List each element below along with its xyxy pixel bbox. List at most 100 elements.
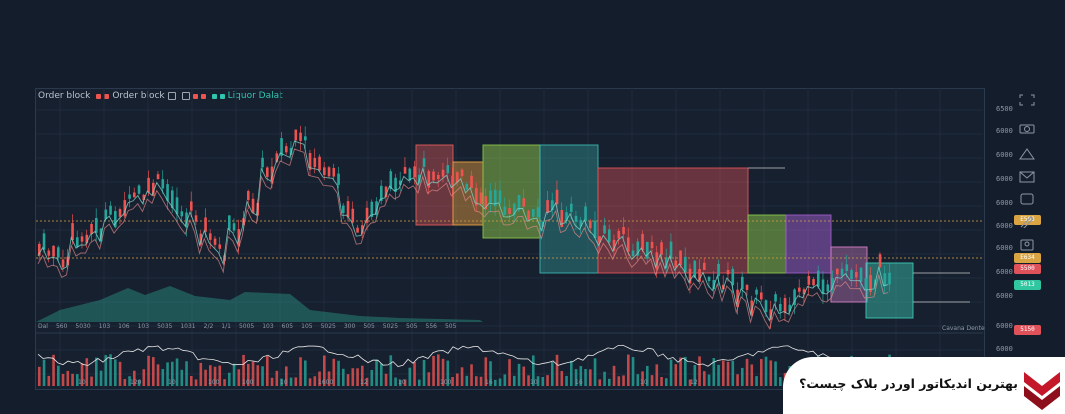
candle <box>665 257 668 269</box>
candle <box>361 225 364 234</box>
volume-bar <box>218 365 222 386</box>
time-label: 5030 <box>75 323 91 330</box>
time-label: 103 <box>137 323 150 330</box>
candle <box>171 190 174 208</box>
candle <box>812 279 815 286</box>
volume-bar <box>294 377 298 386</box>
candle <box>783 298 787 313</box>
volume-bar <box>693 364 697 386</box>
candle <box>156 174 160 180</box>
volume-bar <box>104 355 108 386</box>
bear-color-icon-3 <box>192 93 198 99</box>
candle <box>251 198 255 213</box>
candle <box>441 169 445 177</box>
order-block-zone <box>539 144 599 274</box>
volume-bar <box>256 365 260 386</box>
camera-icon[interactable] <box>1018 121 1036 135</box>
candle <box>494 189 497 207</box>
message-icon[interactable] <box>1018 170 1036 184</box>
candle <box>85 234 89 244</box>
candle <box>527 210 530 220</box>
volume-bar <box>123 379 127 386</box>
bear-color-icon-4 <box>200 93 206 99</box>
volume-bar <box>57 365 60 386</box>
candle <box>817 270 820 287</box>
volume-bar <box>503 374 507 386</box>
settings-icon[interactable] <box>167 92 176 100</box>
draw-icon[interactable] <box>1018 215 1036 229</box>
bottom-time-label: 10 <box>78 379 86 386</box>
candle <box>750 300 754 316</box>
candle <box>593 220 597 238</box>
time-label: 605 <box>281 323 294 330</box>
user-icon[interactable] <box>1018 238 1036 252</box>
volume-bar <box>242 354 245 386</box>
candle <box>788 304 792 312</box>
candle <box>190 201 193 211</box>
candle <box>380 185 383 201</box>
candle <box>498 190 502 204</box>
candle <box>261 157 264 168</box>
volume-bar <box>684 356 687 386</box>
volume-bar <box>446 360 450 386</box>
candle <box>745 284 749 290</box>
expand-icon[interactable] <box>1018 93 1036 107</box>
alert-icon[interactable] <box>1018 147 1036 161</box>
volume-bar <box>665 378 668 386</box>
indicator-tag-1[interactable]: Order block <box>96 91 176 101</box>
volume-bar <box>603 371 606 386</box>
price-axis-label: 6000 <box>996 345 1013 353</box>
volume-bar <box>133 370 136 386</box>
candle <box>584 206 587 222</box>
bottom-time-label: 16 <box>575 379 583 386</box>
price-axis-label: 6000 <box>996 199 1013 207</box>
volume-bar <box>560 371 564 386</box>
candle <box>779 303 782 312</box>
volume-bar <box>731 360 735 386</box>
volume-bar <box>779 377 782 386</box>
candle <box>722 284 725 290</box>
order-block-zone <box>482 144 541 239</box>
candle <box>840 268 844 276</box>
article-banner[interactable] <box>783 357 1065 414</box>
chart-header: Order block Order block Liquor Dalat <box>38 89 283 103</box>
volume-bar <box>185 361 188 386</box>
volume-bar <box>365 377 369 386</box>
note-icon[interactable] <box>1018 192 1036 206</box>
volume-bar <box>551 361 554 386</box>
indicator-tag-3[interactable]: Liquor Dalat <box>211 91 283 101</box>
candle <box>104 209 108 220</box>
volume-bar <box>394 377 397 386</box>
volume-bar <box>380 363 383 386</box>
indicator-tag-2[interactable] <box>181 92 206 100</box>
volume-bar <box>764 356 768 386</box>
candle <box>232 223 236 231</box>
time-label: 505 <box>363 323 375 330</box>
candle <box>346 201 350 218</box>
price-tag-4: 5013 <box>1014 280 1041 290</box>
candle <box>755 289 758 295</box>
eye-icon[interactable] <box>181 92 190 100</box>
candle <box>304 136 307 141</box>
volume-bar <box>470 364 473 386</box>
volume-bar <box>541 377 545 386</box>
candle <box>826 284 830 292</box>
volume-bar <box>522 366 526 386</box>
volume-bar <box>342 368 345 386</box>
candle <box>399 180 402 185</box>
bear-color-icon-2 <box>104 93 110 99</box>
candle <box>617 230 621 239</box>
candle <box>299 132 302 141</box>
candle <box>80 236 84 242</box>
candle <box>650 241 654 249</box>
volume-bar <box>769 360 773 386</box>
volume-bar <box>641 371 644 386</box>
volume-bar <box>736 374 739 386</box>
candle <box>622 227 625 235</box>
volume-bar <box>403 379 407 386</box>
volume-bar <box>99 370 103 386</box>
candle <box>869 275 872 292</box>
time-label: 105 <box>301 323 313 330</box>
volume-bar <box>313 376 317 386</box>
